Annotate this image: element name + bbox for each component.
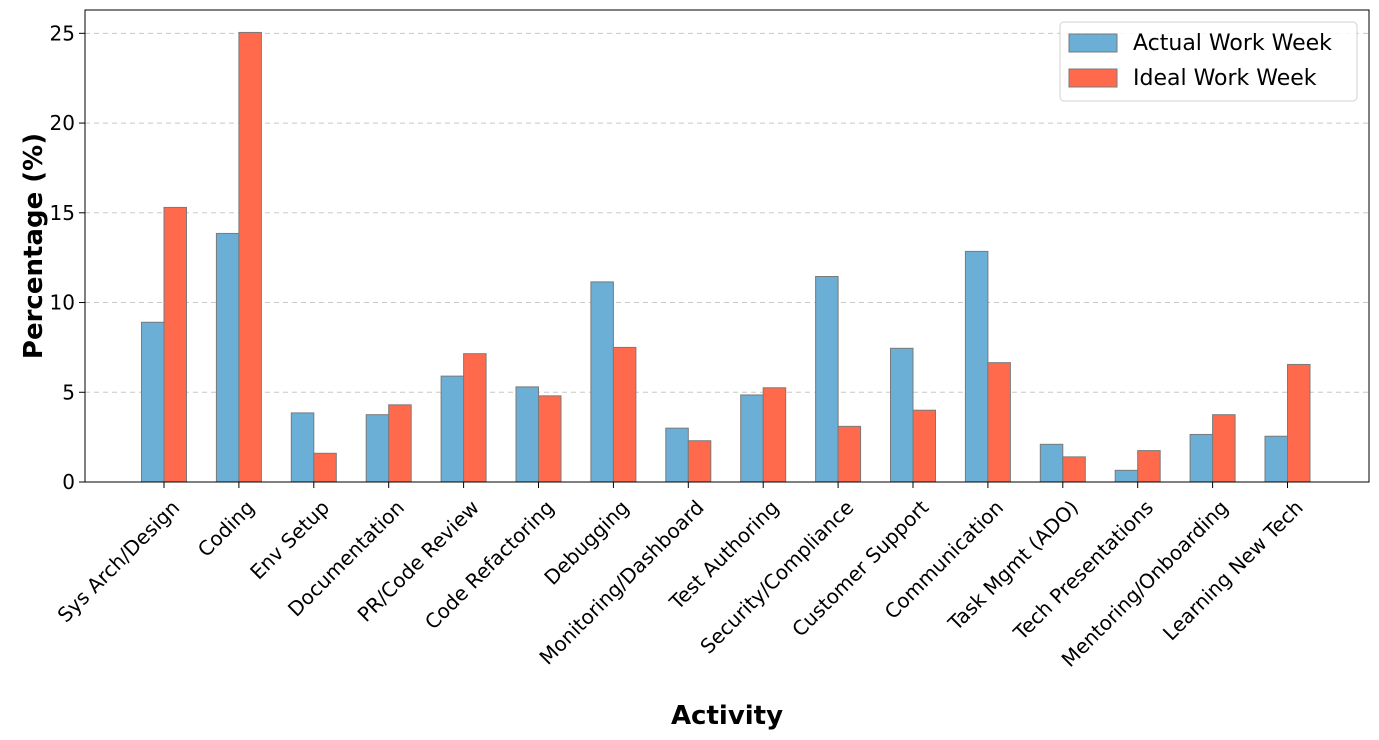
bars: [141, 31, 1311, 483]
bar-ideal: [1212, 414, 1236, 483]
y-tick-label: 10: [50, 291, 75, 315]
x-tick-label: Customer Support: [787, 495, 933, 641]
bar-ideal: [987, 362, 1011, 483]
bar-actual: [964, 250, 989, 483]
y-tick-label: 0: [62, 470, 75, 494]
legend-swatch: [1068, 68, 1118, 88]
y-axis-title: Percentage (%): [19, 133, 49, 359]
legend-entry: Ideal Work Week: [1133, 66, 1317, 91]
y-tick-label: 20: [50, 111, 75, 135]
bar-actual: [1039, 443, 1064, 483]
bar-ideal: [612, 346, 637, 483]
bar-actual: [515, 386, 539, 483]
legend: Actual Work Week Ideal Work Week: [1059, 21, 1358, 102]
bar-ideal: [687, 440, 712, 483]
bar-actual: [141, 321, 165, 483]
bar-actual: [1264, 435, 1288, 483]
bar-actual: [740, 394, 764, 483]
y-tick-label: 5: [62, 380, 75, 404]
legend-entry: Actual Work Week: [1133, 31, 1332, 56]
bar-ideal: [837, 425, 862, 483]
bar-ideal: [1287, 363, 1311, 483]
x-tick-label: Sys Arch/Design: [53, 495, 185, 627]
x-tick-label: Code Refactoring: [420, 495, 559, 634]
bar-ideal: [163, 206, 187, 483]
bar-actual: [290, 412, 315, 483]
bar-ideal: [912, 409, 936, 483]
bar-actual: [215, 232, 240, 483]
bar-actual: [440, 375, 465, 483]
x-axis-title: Activity: [671, 701, 783, 731]
bar-actual: [815, 276, 839, 483]
bar-ideal: [1137, 450, 1161, 483]
x-tick-label: Task Mgmt (ADO): [943, 495, 1083, 635]
y-axis-ticks: 0 5 10 15 20 25: [50, 21, 85, 494]
bar-actual: [665, 427, 689, 483]
bar-actual: [1189, 433, 1214, 483]
y-tick-label: 25: [50, 21, 75, 45]
grid-lines: [85, 32, 1369, 393]
y-tick-label: 15: [50, 201, 75, 225]
x-tick-label: Coding: [193, 495, 259, 561]
bar-ideal: [238, 31, 262, 483]
bar-actual: [365, 414, 390, 483]
bar-ideal: [463, 353, 487, 483]
legend-swatch: [1068, 33, 1118, 53]
x-tick-label: Learning New Tech: [1158, 495, 1308, 645]
bar-ideal: [1062, 456, 1086, 483]
legend-box: [1059, 21, 1358, 102]
bar-ideal: [538, 395, 562, 483]
bar-actual: [1114, 469, 1139, 483]
plot-frame: [84, 9, 1370, 483]
bar-actual: [890, 347, 914, 483]
bar-ideal: [388, 404, 412, 483]
bar-ideal: [762, 387, 787, 483]
x-tick-label: Tech Presentations: [1008, 495, 1158, 645]
bar-actual: [590, 281, 614, 483]
bar-ideal: [313, 452, 337, 483]
